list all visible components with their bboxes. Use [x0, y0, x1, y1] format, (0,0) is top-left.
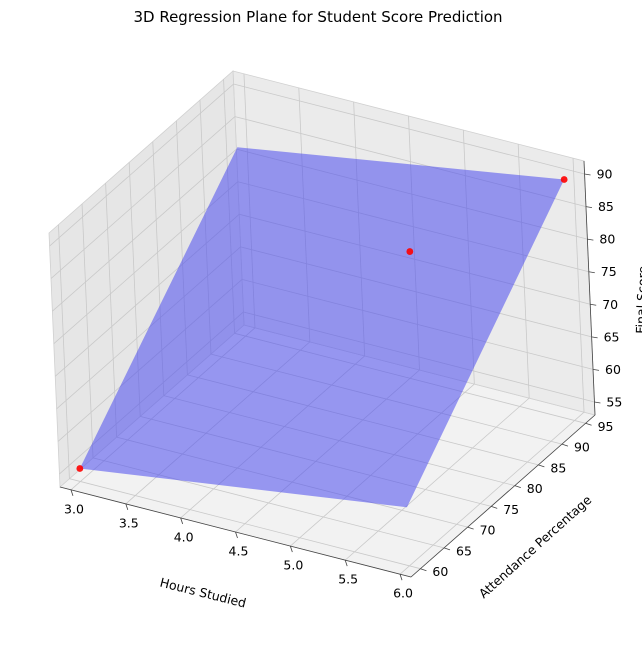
y-axis-line [410, 414, 596, 578]
z-tick-mark [592, 369, 600, 371]
chart-title: 3D Regression Plane for Student Score Pr… [133, 8, 502, 26]
grid-line-z-left [50, 116, 236, 279]
x-tick-label: 6.0 [393, 586, 413, 601]
x-tick-label: 5.0 [283, 558, 303, 573]
x-tick-mark [235, 531, 238, 539]
x-tick-mark [399, 574, 403, 581]
grid-line-x-floor [344, 397, 530, 561]
x-tick-label: 3.0 [64, 501, 84, 516]
z-tick-label: 90 [597, 167, 613, 182]
x-tick-label: 4.0 [174, 529, 194, 544]
regression-plane [79, 147, 565, 508]
x-tick-mark [289, 545, 293, 553]
grid-line-z-left [49, 83, 234, 247]
x-tick-mark [180, 517, 184, 525]
grid-line-x-wall [572, 158, 585, 413]
y-tick-label: 85 [550, 460, 566, 475]
data-point [76, 465, 84, 472]
y-axis-label: Attendance Percentage [476, 492, 595, 601]
data-point [560, 176, 568, 183]
regression-surface [79, 147, 565, 508]
y-tick-label: 80 [527, 481, 543, 496]
z-tick-mark [591, 336, 598, 339]
grid-line-y-wall [105, 183, 118, 438]
grid-line-y-wall [58, 224, 70, 479]
x-tick-mark [70, 489, 74, 496]
z-tick-mark [590, 303, 597, 306]
y-tick-label: 65 [456, 543, 472, 558]
z-tick-label: 80 [599, 232, 615, 247]
y-tick-mark [538, 464, 545, 468]
axis-ticks: 3.0 3.5 4.0 4.5 5.0 5.5 6.0 60 65 70 75 80 85 90 95 55 6… [59, 160, 622, 601]
grid-line-z-left [52, 148, 237, 312]
z-tick-label: 70 [602, 297, 618, 312]
y-tick-mark [491, 506, 498, 509]
grid-line-y-floor [69, 478, 421, 570]
grid-line-z-left [53, 181, 239, 345]
y-tick-mark [467, 526, 474, 530]
x-tick-mark [344, 559, 348, 567]
z-tick-mark [587, 238, 594, 241]
y-tick-label: 95 [598, 419, 614, 434]
z-tick-mark [584, 173, 591, 176]
x-tick-label: 3.5 [119, 515, 139, 530]
y-tick-label: 60 [432, 564, 448, 579]
z-tick-label: 75 [601, 264, 617, 279]
y-tick-mark [514, 485, 521, 488]
y-tick-label: 75 [503, 502, 519, 517]
y-tick-label: 90 [574, 440, 590, 455]
grid-line-y-wall [81, 203, 94, 458]
y-tick-mark [420, 568, 427, 572]
x-tick-mark [125, 503, 129, 511]
z-tick-label: 85 [598, 199, 614, 214]
data-point [406, 248, 414, 255]
y-tick-label: 70 [480, 523, 496, 538]
grid-line-z-back [233, 83, 585, 175]
z-tick-mark [594, 401, 601, 404]
x-axis-label: Hours Studied [158, 575, 247, 611]
z-axis-label: Final Score [633, 265, 642, 334]
z-tick-label: 65 [604, 329, 620, 344]
grid-line-x-floor [399, 411, 585, 575]
z-tick-mark [585, 206, 593, 208]
data-points [76, 176, 568, 472]
z-tick-label: 55 [606, 394, 622, 409]
y-tick-mark [443, 547, 451, 551]
x-tick-label: 5.5 [338, 572, 358, 587]
y-tick-mark [585, 422, 592, 426]
z-axis-line [583, 160, 596, 416]
z-tick-mark [588, 271, 595, 274]
y-tick-mark [561, 443, 569, 447]
x-tick-label: 4.5 [229, 544, 249, 559]
z-tick-label: 60 [605, 362, 621, 377]
